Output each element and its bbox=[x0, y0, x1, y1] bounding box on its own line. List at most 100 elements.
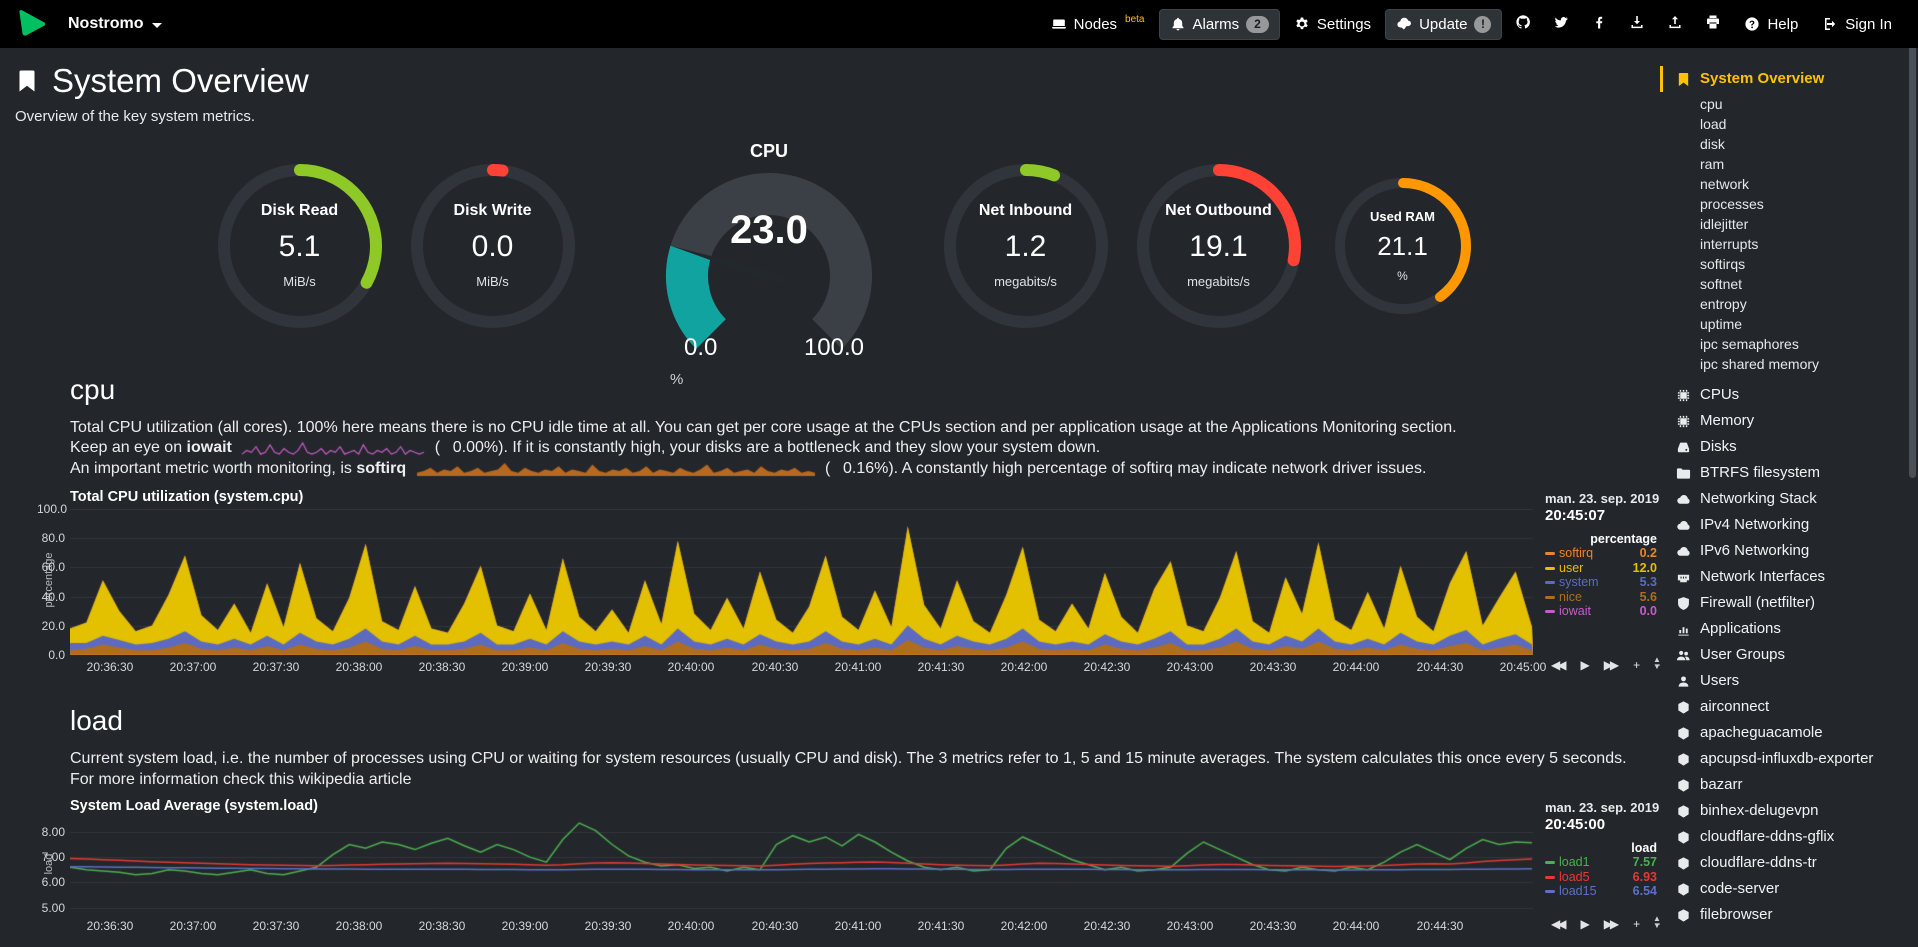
zoom-out-button[interactable]: − bbox=[1654, 917, 1660, 932]
twitter-icon bbox=[1553, 14, 1569, 30]
sidebar-item-ipv6-networking[interactable]: IPv6 Networking bbox=[1660, 538, 1918, 564]
pan-backward-button[interactable]: ◀◀ bbox=[1551, 658, 1567, 673]
node-dropdown[interactable]: Nostromo bbox=[68, 15, 162, 33]
legend-series-load5[interactable]: load5 6.93 bbox=[1545, 870, 1657, 885]
sidebar-sub-load[interactable]: load bbox=[1700, 116, 1727, 132]
cpu-description-line3: An important metric worth monitoring, is… bbox=[70, 459, 1630, 479]
cube-icon bbox=[1676, 726, 1691, 741]
netdata-logo[interactable] bbox=[16, 8, 48, 40]
export-button[interactable] bbox=[1658, 8, 1692, 41]
gauge-disk-write[interactable]: Disk Write 0.0 MiB/s bbox=[396, 163, 589, 328]
settings-button[interactable]: Settings bbox=[1284, 10, 1381, 39]
chart-resize-handle[interactable]: ▲ ▼ bbox=[1653, 914, 1660, 931]
sidebar-item-system-overview[interactable]: System Overview bbox=[1660, 66, 1918, 92]
sidebar-item-applications[interactable]: Applications bbox=[1660, 616, 1918, 642]
sidebar-item-apacheguacamole[interactable]: apacheguacamole bbox=[1660, 720, 1918, 746]
zoom-in-button[interactable]: + bbox=[1633, 658, 1641, 673]
legend-series-system[interactable]: system 5.3 bbox=[1545, 575, 1657, 590]
help-button[interactable]: Help bbox=[1734, 10, 1808, 39]
sidebar-sub-ram[interactable]: ram bbox=[1700, 156, 1725, 172]
sidebar-item-label: bazarr bbox=[1700, 776, 1743, 793]
sidebar-item-btrfs-filesystem[interactable]: BTRFS filesystem bbox=[1660, 460, 1918, 486]
legend-time: 20:45:00 bbox=[1545, 816, 1606, 834]
x-axis-tick: 20:45:00 bbox=[1499, 660, 1547, 675]
sidebar-sub-softnet[interactable]: softnet bbox=[1700, 276, 1743, 292]
sidebar-item-binhex-delugevpn[interactable]: binhex-delugevpn bbox=[1660, 798, 1918, 824]
cpu-chart-canvas[interactable] bbox=[70, 509, 1533, 656]
sidebar-item-network-interfaces[interactable]: Network Interfaces bbox=[1660, 564, 1918, 590]
alarms-button[interactable]: Alarms 2 bbox=[1158, 8, 1280, 40]
zoom-in-button[interactable]: + bbox=[1633, 917, 1641, 932]
sidebar-item-users[interactable]: Users bbox=[1660, 668, 1918, 694]
nodes-button[interactable]: Nodes beta bbox=[1041, 10, 1155, 39]
sidebar-sub-processes[interactable]: processes bbox=[1700, 196, 1764, 212]
facebook-button[interactable] bbox=[1582, 8, 1616, 41]
sidebar-item-cloudflare-ddns-tr[interactable]: cloudflare-ddns-tr bbox=[1660, 850, 1918, 876]
page-scrollbar[interactable] bbox=[1909, 8, 1916, 478]
page-subtitle: Overview of the key system metrics. bbox=[15, 108, 256, 125]
gauge-disk-read[interactable]: Disk Read 5.1 MiB/s bbox=[203, 163, 396, 328]
x-axis-tick: 20:36:30 bbox=[86, 660, 134, 675]
sidebar-sub-ipc-shared-memory[interactable]: ipc shared memory bbox=[1700, 356, 1820, 372]
bookmark-icon bbox=[15, 66, 39, 96]
legend-series-load15[interactable]: load15 6.54 bbox=[1545, 884, 1657, 899]
legend-series-nice[interactable]: nice 5.6 bbox=[1545, 590, 1657, 605]
legend-series-softirq[interactable]: softirq 0.2 bbox=[1545, 546, 1657, 561]
sidebar-item-code-server[interactable]: code-server bbox=[1660, 876, 1918, 902]
pan-backward-button[interactable]: ◀◀ bbox=[1551, 917, 1567, 932]
legend-series-user[interactable]: user 12.0 bbox=[1545, 561, 1657, 576]
wikipedia-link[interactable]: wikipedia article bbox=[298, 770, 412, 788]
twitter-button[interactable] bbox=[1544, 8, 1578, 41]
github-button[interactable] bbox=[1506, 8, 1540, 41]
sidebar-sub-ipc-semaphores[interactable]: ipc semaphores bbox=[1700, 336, 1799, 352]
x-axis-tick: 20:37:00 bbox=[169, 660, 217, 675]
play-button[interactable]: ▶ bbox=[1580, 658, 1590, 673]
gauge-used-ram[interactable]: Used RAM 21.1 % bbox=[1315, 177, 1490, 314]
sidebar-sub-cpu[interactable]: cpu bbox=[1700, 96, 1723, 112]
sidebar-item-firewall-netfilter[interactable]: Firewall (netfilter) bbox=[1660, 590, 1918, 616]
sidebar-item-disks[interactable]: Disks bbox=[1660, 434, 1918, 460]
sidebar-item-memory[interactable]: Memory bbox=[1660, 408, 1918, 434]
zoom-out-button[interactable]: − bbox=[1654, 658, 1660, 673]
sidebar-item-apcupsd-influxdb-exporter[interactable]: apcupsd-influxdb-exporter bbox=[1660, 746, 1918, 772]
sidebar-item-bazarr[interactable]: bazarr bbox=[1660, 772, 1918, 798]
update-button[interactable]: Update ! bbox=[1385, 8, 1503, 40]
x-axis-tick: 20:40:30 bbox=[751, 660, 799, 675]
sidebar-sub-uptime[interactable]: uptime bbox=[1700, 316, 1743, 332]
sidebar-item-filebrowser[interactable]: filebrowser bbox=[1660, 902, 1918, 928]
pan-forward-button[interactable]: ▶▶ bbox=[1603, 917, 1620, 932]
import-button[interactable] bbox=[1620, 8, 1654, 41]
sidebar-sub-disk[interactable]: disk bbox=[1700, 136, 1725, 152]
sidebar-sub-entropy[interactable]: entropy bbox=[1700, 296, 1747, 312]
sidebar-sub-idlejitter[interactable]: idlejitter bbox=[1700, 216, 1749, 232]
hdd-icon bbox=[1676, 440, 1691, 455]
x-axis-tick: 20:37:30 bbox=[252, 919, 300, 934]
chart-legend: man. 23. sep. 2019 20:45:00 load load1 7… bbox=[1545, 800, 1659, 899]
play-button[interactable]: ▶ bbox=[1580, 917, 1590, 932]
chart-resize-handle[interactable]: ▲ ▼ bbox=[1653, 655, 1660, 672]
sidebar-item-label: Users bbox=[1700, 672, 1740, 689]
load-chart-canvas[interactable] bbox=[70, 818, 1533, 915]
sidebar-item-cloudflare-ddns-gflix[interactable]: cloudflare-ddns-gflix bbox=[1660, 824, 1918, 850]
gauge-net-inbound[interactable]: Net Inbound 1.2 megabits/s bbox=[929, 163, 1122, 328]
signin-button[interactable]: Sign In bbox=[1812, 10, 1902, 39]
sidebar-item-ipv4-networking[interactable]: IPv4 Networking bbox=[1660, 512, 1918, 538]
gauge-cpu[interactable]: CPU 23.0 0.0 100.0 % bbox=[619, 141, 919, 388]
sidebar-sub-network[interactable]: network bbox=[1700, 176, 1750, 192]
gauge-net-outbound[interactable]: Net Outbound 19.1 megabits/s bbox=[1122, 163, 1315, 328]
sidebar-item-cpus[interactable]: CPUs bbox=[1660, 382, 1918, 408]
x-axis-tick: 20:42:30 bbox=[1083, 919, 1131, 934]
gauge-title: CPU bbox=[749, 141, 788, 161]
chart-title: Total CPU utilization (system.cpu) bbox=[70, 489, 304, 506]
sidebar-item-airconnect[interactable]: airconnect bbox=[1660, 694, 1918, 720]
pan-forward-button[interactable]: ▶▶ bbox=[1603, 658, 1620, 673]
legend-series-iowait[interactable]: iowait 0.0 bbox=[1545, 604, 1657, 619]
legend-series-load1[interactable]: load1 7.57 bbox=[1545, 855, 1657, 870]
legend-time: 20:45:07 bbox=[1545, 507, 1606, 525]
sidebar-item-networking-stack[interactable]: Networking Stack bbox=[1660, 486, 1918, 512]
x-axis-tick: 20:41:30 bbox=[917, 660, 965, 675]
sidebar-item-user-groups[interactable]: User Groups bbox=[1660, 642, 1918, 668]
sidebar-sub-softirqs[interactable]: softirqs bbox=[1700, 256, 1746, 272]
print-button[interactable] bbox=[1696, 8, 1730, 41]
sidebar-sub-interrupts[interactable]: interrupts bbox=[1700, 236, 1759, 252]
